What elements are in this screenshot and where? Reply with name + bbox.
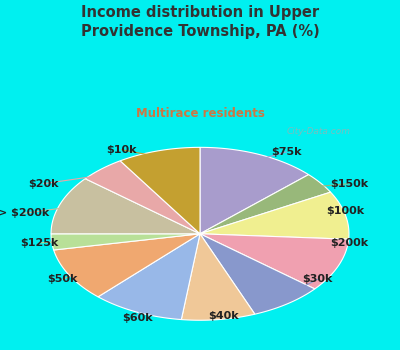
Polygon shape: [181, 234, 255, 320]
Text: $200k: $200k: [330, 238, 368, 248]
Polygon shape: [200, 175, 330, 234]
Polygon shape: [54, 234, 200, 297]
Text: Multirace residents: Multirace residents: [136, 107, 264, 120]
Text: $125k: $125k: [20, 238, 58, 248]
Polygon shape: [200, 147, 308, 234]
Text: $30k: $30k: [302, 274, 333, 284]
Text: Income distribution in Upper
Providence Township, PA (%): Income distribution in Upper Providence …: [81, 5, 319, 39]
Polygon shape: [51, 179, 200, 234]
Text: $100k: $100k: [326, 206, 364, 216]
Polygon shape: [85, 161, 200, 234]
Text: $60k: $60k: [122, 313, 152, 323]
Polygon shape: [200, 192, 349, 239]
Polygon shape: [51, 234, 200, 250]
Text: City-Data.com: City-Data.com: [286, 127, 350, 136]
Polygon shape: [120, 147, 200, 234]
Polygon shape: [98, 234, 200, 320]
Text: > $200k: > $200k: [0, 208, 49, 218]
Text: $150k: $150k: [330, 179, 368, 189]
Text: $40k: $40k: [208, 311, 239, 321]
Text: $10k: $10k: [106, 145, 137, 155]
Text: $20k: $20k: [28, 179, 58, 189]
Polygon shape: [200, 234, 315, 314]
Text: $75k: $75k: [271, 147, 302, 157]
Text: $50k: $50k: [48, 274, 78, 284]
Polygon shape: [200, 234, 349, 289]
